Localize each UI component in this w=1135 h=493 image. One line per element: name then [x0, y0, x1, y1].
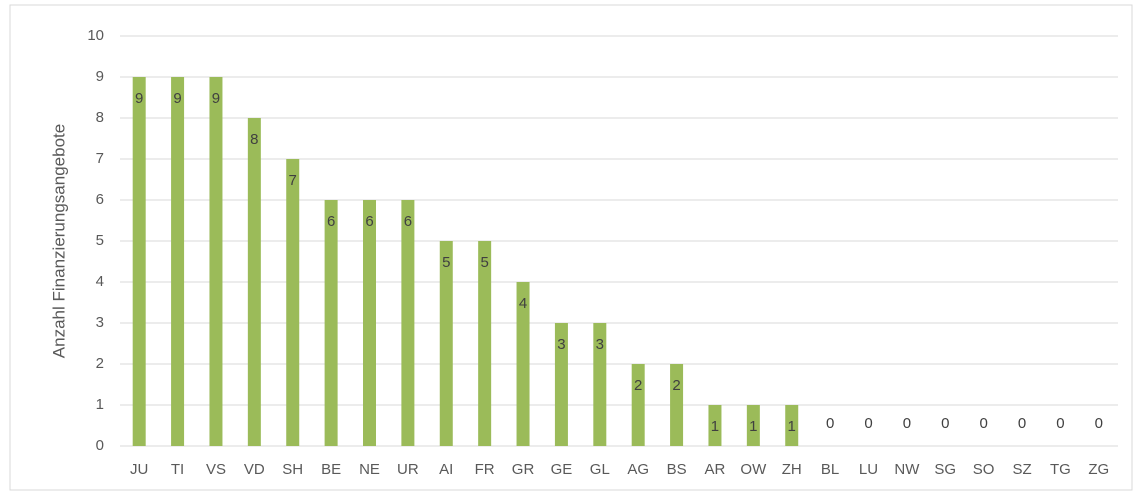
y-tick-label: 9 — [96, 68, 104, 85]
data-label: 0 — [1095, 415, 1103, 432]
bar — [516, 282, 530, 446]
data-label: 9 — [135, 90, 143, 107]
x-tick-label: ZG — [1088, 461, 1109, 478]
y-tick-label: 10 — [87, 27, 104, 44]
bar — [708, 405, 722, 446]
x-tick-label: TI — [171, 461, 184, 478]
data-label: 2 — [634, 377, 642, 394]
data-label: 5 — [480, 254, 488, 271]
x-tick-label: FR — [475, 461, 495, 478]
x-tick-label: SH — [282, 461, 303, 478]
bar — [746, 405, 760, 446]
data-label: 6 — [365, 213, 373, 230]
data-label: 6 — [404, 213, 412, 230]
x-tick-label: VD — [244, 461, 265, 478]
data-label: 1 — [711, 418, 719, 435]
data-label: 3 — [596, 336, 604, 353]
y-tick-label: 4 — [96, 273, 104, 290]
bar — [247, 118, 261, 446]
data-label: 9 — [212, 90, 220, 107]
data-label: 6 — [327, 213, 335, 230]
y-tick-label: 6 — [96, 191, 104, 208]
data-label: 1 — [788, 418, 796, 435]
y-tick-label: 1 — [96, 396, 104, 413]
x-tick-label: ZH — [782, 461, 802, 478]
x-tick-label: SG — [934, 461, 956, 478]
y-tick-label: 8 — [96, 109, 104, 126]
data-label: 2 — [672, 377, 680, 394]
bar — [593, 323, 607, 446]
x-tick-label: AI — [439, 461, 453, 478]
x-tick-label: VS — [206, 461, 226, 478]
x-tick-label: OW — [740, 461, 767, 478]
data-label: 0 — [1018, 415, 1026, 432]
y-tick-label: 3 — [96, 314, 104, 331]
bar — [439, 241, 453, 446]
x-tick-label: TG — [1050, 461, 1071, 478]
bar — [631, 364, 645, 446]
x-tick-label: BE — [321, 461, 341, 478]
data-label: 0 — [826, 415, 834, 432]
x-tick-label: NW — [894, 461, 920, 478]
data-label: 0 — [903, 415, 911, 432]
y-axis-title: Anzahl Finanzierungsangebote — [49, 124, 68, 358]
data-label: 9 — [173, 90, 181, 107]
x-tick-label: NE — [359, 461, 380, 478]
x-tick-label: BL — [821, 461, 839, 478]
data-label: 0 — [1056, 415, 1064, 432]
x-tick-label: BS — [667, 461, 687, 478]
bar — [785, 405, 799, 446]
data-label: 0 — [979, 415, 987, 432]
data-label: 4 — [519, 295, 527, 312]
data-label: 1 — [749, 418, 757, 435]
x-tick-label: GR — [512, 461, 535, 478]
x-tick-label: LU — [859, 461, 878, 478]
x-tick-label: UR — [397, 461, 419, 478]
bar — [554, 323, 568, 446]
x-tick-label: JU — [130, 461, 148, 478]
x-tick-label: AG — [627, 461, 649, 478]
bar — [132, 77, 146, 446]
data-label: 0 — [941, 415, 949, 432]
chart-border — [9, 4, 1133, 491]
y-tick-label: 2 — [96, 355, 104, 372]
data-label: 3 — [557, 336, 565, 353]
data-label: 0 — [864, 415, 872, 432]
bar — [286, 159, 300, 446]
bar — [363, 200, 376, 446]
bar — [209, 77, 223, 446]
data-label: 5 — [442, 254, 450, 271]
x-tick-label: GE — [551, 461, 573, 478]
bar — [171, 77, 185, 446]
bar — [401, 200, 415, 446]
x-tick-label: AR — [705, 461, 726, 478]
bar — [324, 200, 338, 446]
x-tick-label: GL — [590, 461, 610, 478]
data-label: 8 — [250, 131, 258, 148]
bar — [478, 241, 492, 446]
bar — [670, 364, 684, 446]
x-tick-label: SO — [973, 461, 995, 478]
y-tick-label: 0 — [96, 437, 104, 454]
x-tick-label: SZ — [1012, 461, 1031, 478]
data-label: 7 — [289, 172, 297, 189]
y-tick-label: 5 — [96, 232, 104, 249]
y-tick-label: 7 — [96, 150, 104, 167]
